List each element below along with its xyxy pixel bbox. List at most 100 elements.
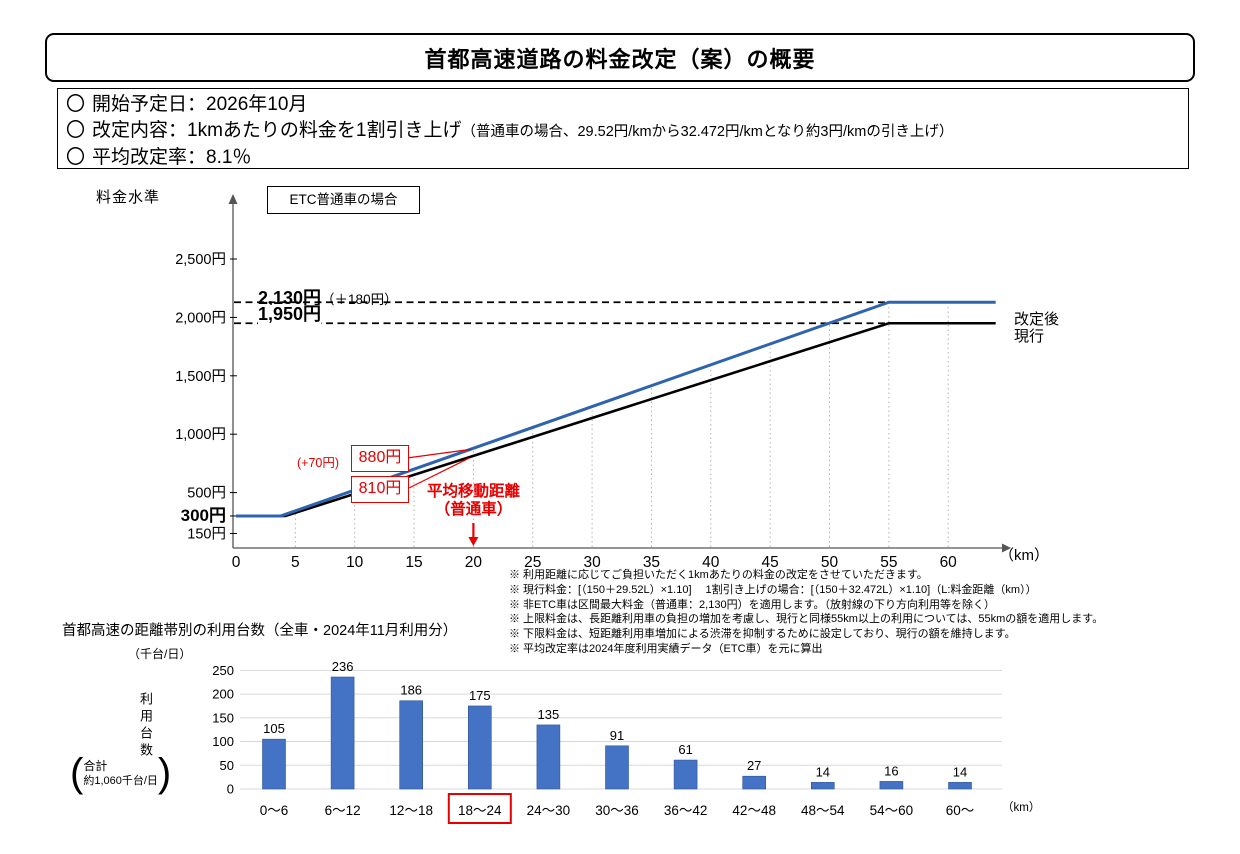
x-category-label: 36～42 [664, 803, 708, 818]
x-tick-label: 25 [524, 554, 541, 571]
bar-value-label: 61 [678, 742, 692, 757]
fare-line-current [236, 321, 996, 518]
x-category-label: 18～24 [458, 803, 502, 818]
y-tick-label: 200 [212, 687, 234, 702]
bar [605, 745, 629, 790]
plus70-label: (+70円) [297, 456, 340, 470]
note-line: ※ 下限料金は、短距離利用車増加による渋滞を抑制するために設定しており、現行の額… [509, 628, 1016, 641]
legend-revised: 改定後 [1014, 311, 1060, 328]
y-tick-label: 300円 [181, 506, 226, 525]
x-tick-label: 0 [232, 554, 241, 571]
bar-value-label: 236 [332, 659, 354, 674]
summary-box: 〇 開始予定日：2026年10月 〇 改定内容：1kmあたりの料金を1割引き上げ… [57, 88, 1189, 169]
bullet-revision-content: 〇 改定内容：1kmあたりの料金を1割引き上げ （普通車の場合、29.52円/k… [66, 118, 1188, 145]
y-tick-label: 2,500円 [175, 252, 226, 268]
leader-line-revised [406, 448, 472, 459]
bar [742, 775, 767, 790]
bar-value-label: 186 [400, 683, 422, 698]
x-category-label: 60～ [946, 803, 975, 818]
title-banner: 首都高速道路の料金改定（案）の概要 [45, 33, 1195, 82]
avg-distance-arrow-head [468, 537, 479, 546]
average-distance-label: 平均移動距離 （普通車） [426, 483, 520, 518]
bar [948, 782, 972, 790]
x-category-label: 24～30 [527, 803, 571, 818]
x-category-label: 48～54 [801, 803, 845, 818]
x-axis-arrow [1002, 543, 1011, 553]
y-tick-label: 2,000円 [175, 310, 226, 326]
y-tick-label: 500円 [187, 486, 226, 502]
y-tick-label: 150 [212, 710, 234, 725]
leader-line-current [406, 457, 470, 490]
cap-revised-label: 2,130円（＋180円） [258, 288, 398, 308]
bar [467, 705, 492, 790]
bar-value-label: 91 [610, 728, 624, 743]
y-tick-label: 250 [212, 663, 234, 678]
bar-value-label: 14 [953, 764, 967, 779]
x-tick-label: 55 [880, 554, 897, 571]
x-tick-label: 45 [762, 554, 779, 571]
bar [673, 759, 698, 790]
x-tick-label: 30 [583, 554, 601, 571]
y-tick-label: 0 [227, 782, 234, 797]
note-line: ※ 現行料金：[（150＋29.52L）×1.10] 1割引き上げの場合：[（1… [509, 583, 1037, 596]
note-line: ※ 上限料金は、長距離利用車の負担の増加を考慮し、現行と同様55km以上の利用に… [509, 613, 1104, 626]
y-tick-label: 100 [212, 734, 234, 749]
x-category-label: 12～18 [389, 803, 433, 818]
bullet-marker: 〇 [66, 120, 86, 141]
y-tick-label: 1,000円 [175, 427, 226, 443]
usage-chart-x-unit: （km） [1002, 802, 1041, 814]
usage-chart-unit: （千台/日） [128, 647, 192, 661]
bar [330, 676, 355, 790]
y-tick-label: 1,500円 [175, 369, 226, 385]
legend-current: 現行 [1014, 328, 1045, 345]
x-category-label: 42～48 [732, 803, 776, 818]
bullet-text: 開始予定日：2026年10月 [92, 94, 308, 115]
fare-line-chart: 0 5 10 15 20 25 30 35 40 45 50 55 60 2,500円 2,000円 1,50… [175, 194, 1011, 571]
bar-value-label: 14 [816, 764, 830, 779]
y-tick-label: 50 [220, 758, 234, 773]
bullet-start-date: 〇 開始予定日：2026年10月 [66, 92, 1188, 118]
fare-chart-condition-box: ETC普通車の場合 [267, 186, 420, 214]
bar [879, 781, 904, 790]
bullet-text: 改定内容：1kmあたりの料金を1割引き上げ [92, 120, 462, 141]
x-tick-label: 10 [346, 554, 364, 571]
bullet-marker: 〇 [66, 94, 86, 115]
note-line: ※ 利用距離に応じてご負担いただく1kmあたりの料金の改定をさせていただきます。 [509, 569, 928, 581]
x-tick-label: 60 [940, 554, 958, 571]
bar-value-label: 16 [884, 763, 898, 778]
bar [810, 782, 835, 790]
bar-value-label: 175 [469, 688, 491, 703]
notes-list: ※ 利用距離に応じてご負担いただく1kmあたりの料金の改定をさせていただきます。… [509, 568, 1103, 657]
x-category-label: 30～36 [595, 803, 639, 818]
x-category-label: 6～12 [325, 803, 361, 818]
fare-line-revised [236, 300, 996, 518]
usage-total-annotation: ( 合計 約1,060千台/日 ) [70, 751, 172, 795]
left-paren: ( [70, 751, 84, 795]
cap-current-label: 1,950円 [258, 304, 322, 325]
bar [536, 724, 561, 790]
bar-value-label: 135 [538, 707, 560, 722]
bullet-marker: 〇 [66, 147, 86, 168]
usage-bar-chart: 0 50 100 150 200 250 105 0～6 236 6～12 186 12～18 175 1… [212, 659, 1002, 824]
bar [399, 700, 423, 790]
usage-chart-title: 首都高速の距離帯別の利用台数（全車・2024年11月利用分） [62, 623, 458, 639]
x-category-label: 54～60 [870, 803, 914, 818]
page-title: 首都高速道路の料金改定（案）の概要 [424, 46, 816, 72]
x-tick-label: 35 [643, 554, 660, 571]
bar-value-label: 105 [263, 721, 285, 736]
fare-chart-x-unit: （km） [999, 547, 1049, 564]
note-line: ※ 平均改定率は2024年度利用実績データ（ETC車）を元に算出 [509, 642, 823, 655]
fare-chart-content: 0 5 10 15 20 25 30 35 40 45 50 55 60 2,500円 2,000円 1,50… [175, 252, 996, 571]
note-line: ※ 非ETC車は区間最大料金（普通車：2,130円）を適用します。（放射線の下り… [509, 598, 995, 611]
x-tick-label: 5 [291, 554, 300, 571]
bar [262, 738, 286, 790]
bullet-text: 平均改定率：8.1％ [92, 147, 252, 168]
revised-fare-20km-box: 880円 [351, 445, 409, 472]
usage-chart-y-axis-title: 利用台数 [138, 692, 153, 760]
fare-chart-y-axis-title: 料金水準 [96, 189, 161, 206]
x-tick-label: 50 [821, 554, 839, 571]
x-tick-label: 15 [405, 554, 422, 571]
bullet-average-rate: 〇 平均改定率：8.1％ [66, 145, 1188, 171]
y-axis-arrow [228, 194, 238, 204]
